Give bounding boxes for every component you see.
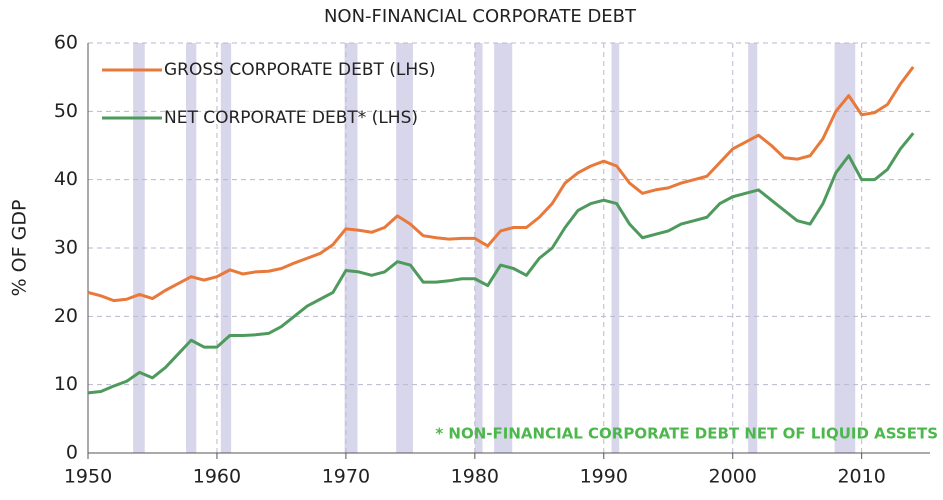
x-tick-label: 2000 <box>709 466 757 488</box>
y-tick-label: 50 <box>54 100 78 122</box>
y-tick-label: 60 <box>54 32 78 54</box>
shaded-period <box>748 43 758 453</box>
legend-label: NET CORPORATE DEBT* (LHS) <box>164 108 418 128</box>
shaded-period <box>133 43 145 453</box>
y-axis-label: % OF GDP <box>9 200 31 297</box>
x-tick-label: 2010 <box>837 466 885 488</box>
annotation: * NON-FINANCIAL CORPORATE DEBT NET OF LI… <box>435 425 938 443</box>
chart-title: NON-FINANCIAL CORPORATE DEBT <box>324 6 637 27</box>
y-tick-label: 10 <box>54 373 78 395</box>
legend-label: GROSS CORPORATE DEBT (LHS) <box>164 60 436 80</box>
x-tick-label: 1990 <box>580 466 628 488</box>
y-tick-label: 0 <box>66 442 78 464</box>
x-tick-label: 1980 <box>451 466 499 488</box>
x-tick-label: 1970 <box>322 466 370 488</box>
y-tick-label: 20 <box>54 305 78 327</box>
shaded-period <box>611 43 620 453</box>
y-tick-label: 40 <box>54 168 78 190</box>
x-tick-label: 1960 <box>193 466 241 488</box>
y-tick-label: 30 <box>54 237 78 259</box>
series-line <box>87 66 915 303</box>
series-line <box>87 132 915 395</box>
x-tick-label: 1950 <box>64 466 112 488</box>
